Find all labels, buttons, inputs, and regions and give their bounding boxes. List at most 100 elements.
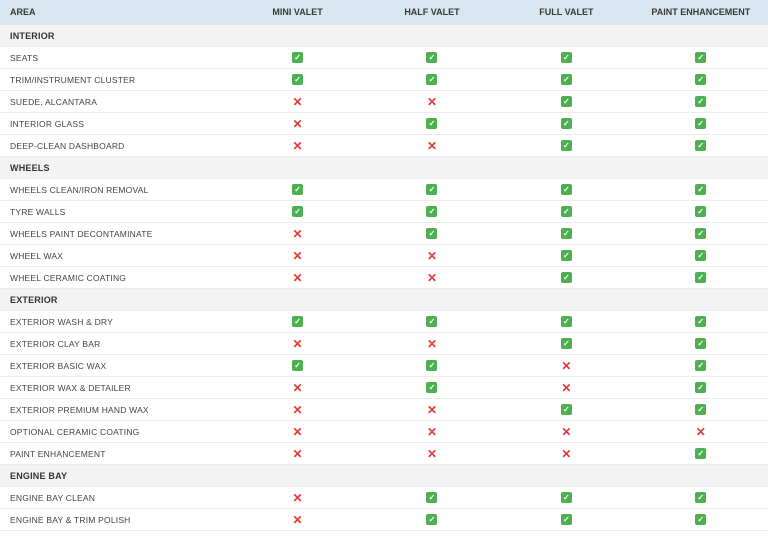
cell: ✓: [634, 113, 768, 135]
section-title: EXTERIOR: [0, 289, 768, 311]
check-icon: ✓: [695, 96, 706, 107]
table-row: SEATS✓✓✓✓: [0, 47, 768, 69]
cross-icon: ✕: [696, 426, 706, 438]
cross-icon: ✕: [293, 404, 303, 416]
row-label: WHEEL WAX: [0, 245, 230, 267]
check-icon: ✓: [695, 448, 706, 459]
cell: ✕: [230, 443, 364, 465]
cell: ✓: [230, 179, 364, 201]
check-icon: ✓: [695, 118, 706, 129]
cell: ✕: [365, 443, 499, 465]
cross-icon: ✕: [427, 96, 437, 108]
table-row: EXTERIOR PREMIUM HAND WAX✕✕✓✓: [0, 399, 768, 421]
col-header-area: AREA: [0, 0, 230, 25]
cell: ✓: [365, 47, 499, 69]
cell: ✕: [230, 421, 364, 443]
row-label: PAINT ENHANCEMENT: [0, 443, 230, 465]
cross-icon: ✕: [427, 404, 437, 416]
cell: ✓: [634, 245, 768, 267]
cell: ✓: [365, 69, 499, 91]
cell: ✓: [499, 311, 633, 333]
row-label: TRIM/INSTRUMENT CLUSTER: [0, 69, 230, 91]
cell: ✓: [230, 311, 364, 333]
table-row: INTERIOR GLASS✕✓✓✓: [0, 113, 768, 135]
cell: ✕: [499, 443, 633, 465]
check-icon: ✓: [426, 184, 437, 195]
table-body: INTERIORSEATS✓✓✓✓TRIM/INSTRUMENT CLUSTER…: [0, 25, 768, 531]
cross-icon: ✕: [293, 448, 303, 460]
cell: ✓: [499, 333, 633, 355]
check-icon: ✓: [426, 316, 437, 327]
cross-icon: ✕: [427, 426, 437, 438]
cell: ✓: [634, 333, 768, 355]
check-icon: ✓: [426, 382, 437, 393]
table-row: WHEEL CERAMIC COATING✕✕✓✓: [0, 267, 768, 289]
cell: ✕: [365, 91, 499, 113]
table-row: ENGINE BAY CLEAN✕✓✓✓: [0, 487, 768, 509]
table-row: EXTERIOR WAX & DETAILER✕✓✕✓: [0, 377, 768, 399]
cell: ✓: [499, 399, 633, 421]
check-icon: ✓: [561, 316, 572, 327]
check-icon: ✓: [561, 338, 572, 349]
check-icon: ✓: [561, 228, 572, 239]
check-icon: ✓: [695, 492, 706, 503]
check-icon: ✓: [695, 338, 706, 349]
cell: ✓: [365, 179, 499, 201]
cell: ✓: [230, 69, 364, 91]
cell: ✕: [365, 135, 499, 157]
table-row: SUEDE, ALCANTARA✕✕✓✓: [0, 91, 768, 113]
cell: ✓: [499, 487, 633, 509]
check-icon: ✓: [561, 272, 572, 283]
cell: ✓: [365, 377, 499, 399]
check-icon: ✓: [292, 52, 303, 63]
row-label: EXTERIOR WASH & DRY: [0, 311, 230, 333]
check-icon: ✓: [426, 228, 437, 239]
cell: ✓: [499, 91, 633, 113]
cell: ✕: [230, 113, 364, 135]
cell: ✓: [634, 69, 768, 91]
cross-icon: ✕: [561, 360, 571, 372]
check-icon: ✓: [561, 96, 572, 107]
check-icon: ✓: [695, 250, 706, 261]
check-icon: ✓: [695, 206, 706, 217]
row-label: EXTERIOR PREMIUM HAND WAX: [0, 399, 230, 421]
cell: ✓: [499, 69, 633, 91]
cross-icon: ✕: [427, 272, 437, 284]
check-icon: ✓: [695, 272, 706, 283]
check-icon: ✓: [426, 74, 437, 85]
cell: ✓: [634, 355, 768, 377]
cell: ✕: [230, 91, 364, 113]
cell: ✕: [499, 421, 633, 443]
cross-icon: ✕: [293, 228, 303, 240]
cross-icon: ✕: [293, 426, 303, 438]
table-row: ENGINE BAY & TRIM POLISH✕✓✓✓: [0, 509, 768, 531]
cross-icon: ✕: [561, 382, 571, 394]
cell: ✓: [634, 91, 768, 113]
cell: ✕: [230, 509, 364, 531]
row-label: WHEELS PAINT DECONTAMINATE: [0, 223, 230, 245]
check-icon: ✓: [426, 360, 437, 371]
cell: ✓: [365, 201, 499, 223]
row-label: EXTERIOR BASIC WAX: [0, 355, 230, 377]
cross-icon: ✕: [427, 448, 437, 460]
cell: ✓: [634, 201, 768, 223]
col-header-plan: PAINT ENHANCEMENT: [634, 0, 768, 25]
cell: ✕: [230, 333, 364, 355]
cell: ✓: [499, 47, 633, 69]
cell: ✓: [365, 509, 499, 531]
section-title: WHEELS: [0, 157, 768, 179]
row-label: EXTERIOR CLAY BAR: [0, 333, 230, 355]
cell: ✓: [634, 509, 768, 531]
table-header: AREAMINI VALETHALF VALETFULL VALETPAINT …: [0, 0, 768, 25]
check-icon: ✓: [292, 206, 303, 217]
cell: ✓: [634, 135, 768, 157]
cross-icon: ✕: [293, 382, 303, 394]
check-icon: ✓: [695, 514, 706, 525]
check-icon: ✓: [292, 74, 303, 85]
row-label: ENGINE BAY CLEAN: [0, 487, 230, 509]
col-header-plan: FULL VALET: [499, 0, 633, 25]
check-icon: ✓: [292, 184, 303, 195]
table-row: WHEELS CLEAN/IRON REMOVAL✓✓✓✓: [0, 179, 768, 201]
cross-icon: ✕: [293, 492, 303, 504]
cell: ✓: [499, 267, 633, 289]
